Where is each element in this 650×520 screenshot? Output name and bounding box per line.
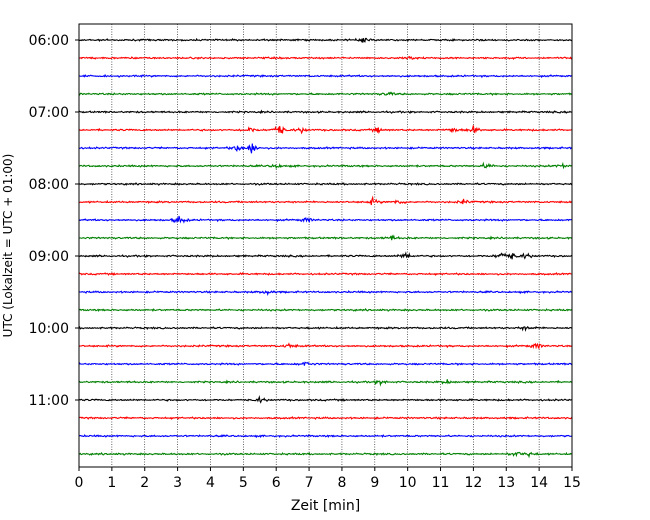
- x-tick-label: 5: [239, 475, 248, 491]
- trace-line: [78, 394, 573, 404]
- trace-line: [78, 234, 573, 241]
- trace-line: [79, 143, 573, 154]
- trace-line: [78, 272, 573, 276]
- trace-line: [78, 251, 573, 260]
- y-tick-label: 08:00: [29, 177, 69, 193]
- y-tick-label: 09:00: [29, 249, 69, 265]
- trace-line: [78, 342, 573, 350]
- x-tick-label: 12: [464, 475, 482, 491]
- y-tick-label: 06:00: [29, 33, 69, 49]
- x-tick-label: 10: [399, 475, 417, 491]
- x-tick-label: 4: [206, 475, 215, 491]
- trace-line: [78, 125, 572, 135]
- x-tick-label: 13: [497, 475, 515, 491]
- trace-line: [78, 182, 573, 187]
- trace-line: [78, 195, 573, 206]
- trace-lines: [78, 37, 573, 459]
- x-tick-label: 9: [370, 475, 379, 491]
- x-axis-ticks: 0 1 2 3 4 5 6 7 8 9 10 11 12 13 14 15: [75, 467, 581, 491]
- trace-line: [78, 73, 573, 79]
- x-tick-label: 6: [272, 475, 281, 491]
- trace-line: [78, 289, 573, 296]
- trace-line: [78, 308, 573, 312]
- trace-line: [78, 109, 573, 115]
- trace-line: [78, 379, 573, 387]
- y-tick-label: 11:00: [29, 393, 69, 409]
- x-tick-label: 14: [530, 475, 548, 491]
- x-tick-label: 0: [75, 475, 84, 491]
- x-axis-label: Zeit [min]: [291, 498, 360, 514]
- trace-line: [78, 215, 573, 224]
- trace-line: [78, 37, 573, 43]
- x-tick-label: 11: [432, 475, 450, 491]
- x-tick-label: 15: [563, 475, 581, 491]
- y-axis-ticks: 06:00 07:00 08:00 09:00 10:00 11:00: [29, 33, 79, 409]
- trace-line: [78, 433, 573, 439]
- trace-line: [78, 325, 573, 333]
- x-tick-label: 1: [107, 475, 116, 491]
- trace-line: [78, 161, 573, 170]
- trace-line: [78, 451, 573, 459]
- y-tick-label: 07:00: [29, 105, 69, 121]
- trace-line: [78, 361, 573, 367]
- x-tick-label: 7: [305, 475, 314, 491]
- trace-line: [78, 91, 573, 97]
- x-tick-label: 8: [337, 475, 346, 491]
- plot-frame: [78, 23, 573, 468]
- x-tick-label: 3: [173, 475, 182, 491]
- trace-line: [78, 416, 573, 420]
- trace-line: [78, 55, 573, 61]
- x-tick-label: 2: [140, 475, 149, 491]
- y-axis-label: UTC (Lokalzeit = UTC + 01:00): [1, 154, 15, 338]
- y-tick-label: 10:00: [29, 321, 69, 337]
